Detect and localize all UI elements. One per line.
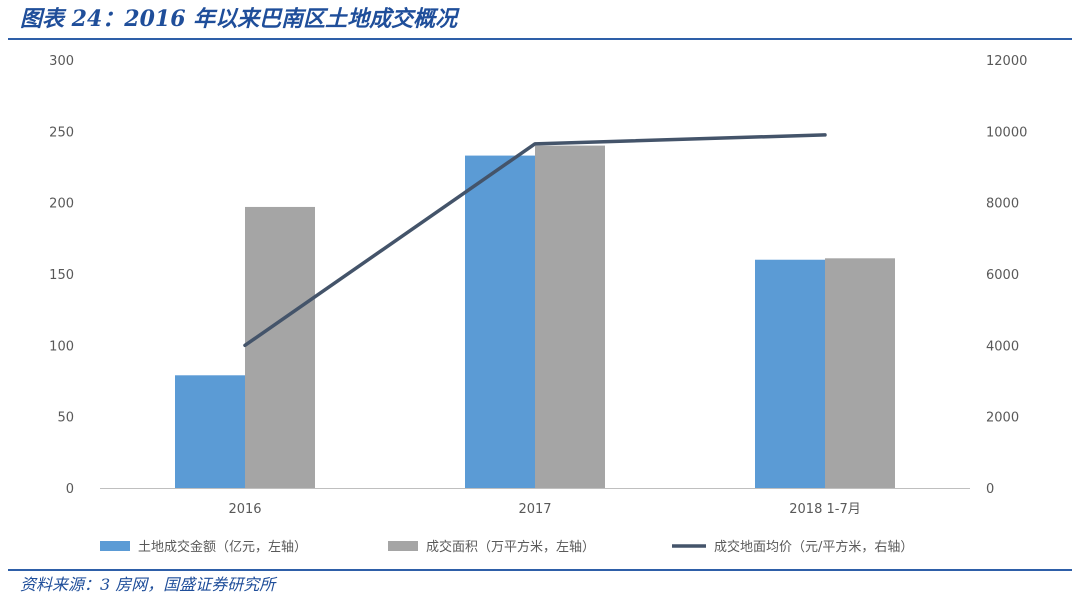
y-left-tick-label: 200 xyxy=(49,197,74,212)
bar xyxy=(175,375,245,488)
bar xyxy=(825,258,895,488)
y-right-tick-label: 12000 xyxy=(986,54,1027,69)
y-left-tick-label: 0 xyxy=(66,482,74,497)
legend-label: 成交地面均价（元/平方米，右轴） xyxy=(714,539,913,555)
x-tick-label: 2018 1-7月 xyxy=(789,502,860,517)
y-right-tick-label: 6000 xyxy=(986,268,1019,283)
source-note: 资料来源：3 房网，国盛证券研究所 xyxy=(20,575,276,594)
legend-swatch xyxy=(388,541,418,551)
bar xyxy=(465,155,535,488)
y-left-tick-label: 250 xyxy=(49,125,74,140)
legend-label: 土地成交金额（亿元，左轴） xyxy=(138,539,307,555)
x-tick-label: 2016 xyxy=(228,502,261,517)
legend-swatch xyxy=(100,541,130,551)
y-left-tick-label: 150 xyxy=(49,268,74,283)
y-left-tick-label: 100 xyxy=(49,339,74,354)
line-series xyxy=(243,133,827,348)
top-rule xyxy=(8,38,1072,40)
figure-title: 图表 24：2016 年以来巴南区土地成交概况 xyxy=(20,6,458,32)
y-right-tick-label: 0 xyxy=(986,482,994,497)
bottom-rule xyxy=(8,569,1072,571)
legend-label: 成交面积（万平方米，左轴） xyxy=(426,539,595,555)
y-right-tick-label: 8000 xyxy=(986,197,1019,212)
bar xyxy=(755,259,825,488)
plot-area: 0 50 100 150 200 250 300 0 2000 4000 6000 8000 10000… xyxy=(49,54,1027,517)
bar xyxy=(535,145,605,488)
y-right-tick-label: 4000 xyxy=(986,339,1019,354)
legend: 土地成交金额（亿元，左轴） 成交面积（万平方米，左轴） 成交地面均价（元/平方米，右… xyxy=(100,539,913,555)
y-right-tick-label: 10000 xyxy=(986,125,1027,140)
y-left-tick-label: 300 xyxy=(49,54,74,69)
bar xyxy=(245,206,315,489)
x-tick-label: 2017 xyxy=(518,502,551,517)
y-right-tick-label: 2000 xyxy=(986,411,1019,426)
y-left-tick-label: 50 xyxy=(57,411,74,426)
